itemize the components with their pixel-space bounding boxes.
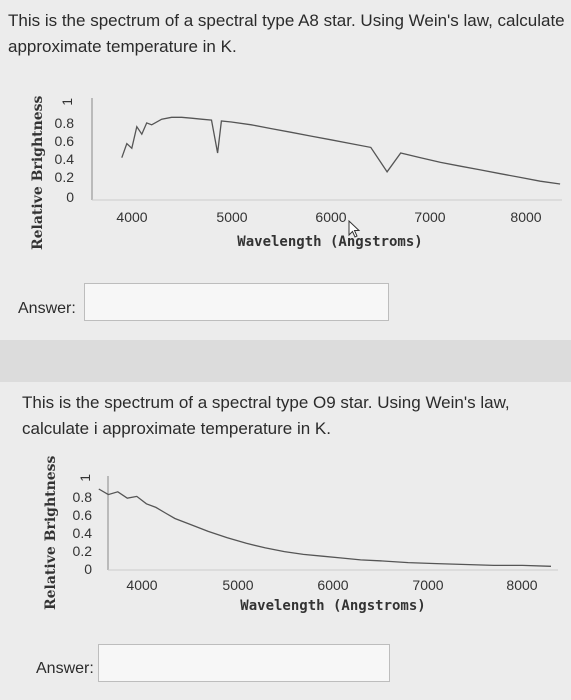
y-tick-label: 0.2 — [55, 169, 75, 185]
y-tick-label: 0.4 — [55, 151, 75, 167]
y-ticks: 1 0.8 0.6 0.4 0.2 0 — [55, 98, 75, 205]
spectrum-line — [98, 488, 552, 567]
x-tick-label: 5000 — [216, 209, 247, 225]
answer-input-2[interactable] — [98, 644, 390, 682]
y-tick-label: 0.8 — [73, 489, 93, 505]
y-tick-label: 0.8 — [55, 115, 75, 131]
x-tick-label: 4000 — [126, 577, 157, 593]
x-tick-label: 5000 — [222, 577, 253, 593]
answer-input-1[interactable] — [84, 283, 389, 321]
y-tick-label: 0.6 — [55, 133, 75, 149]
mouse-pointer-icon — [348, 220, 361, 238]
x-tick-label: 6000 — [315, 209, 346, 225]
x-tick-label: 6000 — [317, 577, 348, 593]
spectrum-line — [121, 116, 561, 185]
x-tick-label: 7000 — [412, 577, 443, 593]
spectrum-chart-a8: Relative Brightness 1 0.8 0.6 0.4 0.2 0 … — [30, 95, 562, 250]
y-tick-label: 1 — [59, 98, 75, 106]
x-ticks: 4000 5000 6000 7000 8000 — [116, 209, 541, 225]
spectrum-chart-o9: Relative Brightness 1 0.8 0.6 0.4 0.2 0 … — [43, 455, 558, 614]
x-axis-label: Wavelength (Angstroms) — [237, 234, 422, 250]
question-text: This is the spectrum of a spectral type … — [8, 11, 565, 56]
x-tick-label: 7000 — [414, 209, 445, 225]
x-tick-label: 8000 — [510, 209, 541, 225]
question-text: This is the spectrum of a spectral type … — [22, 393, 510, 438]
y-axis-label: Relative Brightness — [43, 455, 59, 610]
answer-label: Answer: — [36, 660, 94, 677]
x-tick-label: 4000 — [116, 209, 147, 225]
y-tick-label: 1 — [77, 474, 93, 482]
y-tick-label: 0 — [66, 189, 74, 205]
x-ticks: 4000 5000 6000 7000 8000 — [126, 577, 537, 593]
answer-label: Answer: — [18, 300, 76, 317]
x-tick-label: 8000 — [506, 577, 537, 593]
y-tick-label: 0.6 — [73, 507, 93, 523]
y-axis-label: Relative Brightness — [30, 95, 46, 250]
y-tick-label: 0.2 — [73, 543, 93, 559]
y-ticks: 1 0.8 0.6 0.4 0.2 0 — [73, 474, 93, 577]
x-axis-label: Wavelength (Angstroms) — [240, 598, 425, 614]
y-tick-label: 0 — [84, 561, 92, 577]
y-tick-label: 0.4 — [73, 525, 93, 541]
